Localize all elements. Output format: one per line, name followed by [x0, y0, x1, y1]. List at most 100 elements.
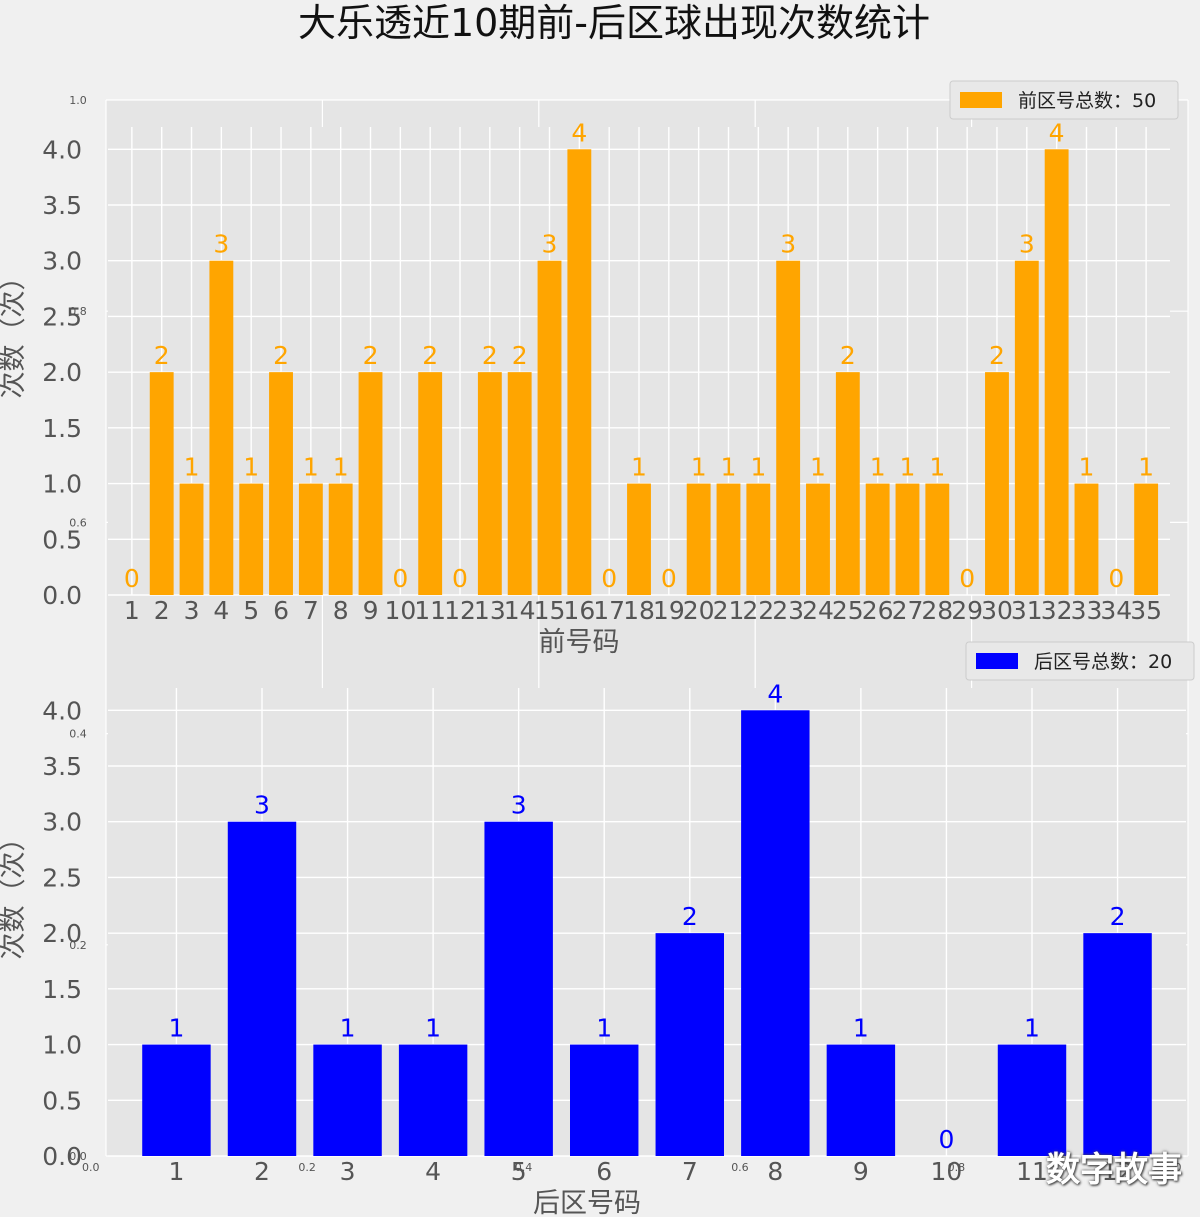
x-tick-label: 2 — [154, 596, 170, 625]
x-tick-label: 1 — [124, 596, 140, 625]
bar-value-label: 3 — [511, 791, 527, 820]
bar — [358, 372, 383, 595]
bar — [567, 149, 592, 596]
bar — [997, 1044, 1067, 1156]
x-tick-label: 6 — [596, 1157, 612, 1186]
bar — [1074, 483, 1099, 595]
bar-value-label: 1 — [596, 1014, 612, 1043]
x-tick-label: 2 — [254, 1157, 270, 1186]
x-tick-label: 22 — [742, 596, 774, 625]
bar-value-label: 1 — [810, 453, 826, 482]
bar-value-label: 0 — [661, 564, 677, 593]
bar — [537, 260, 562, 595]
y-tick-label: 0.5 — [42, 525, 82, 554]
x-tick-label: 31 — [1011, 596, 1043, 625]
bar — [1014, 260, 1039, 595]
bar-value-label: 4 — [571, 118, 587, 147]
background-x-tick-label: 0.8 — [948, 1161, 966, 1174]
bar-value-label: 0 — [124, 564, 140, 593]
x-tick-label: 18 — [623, 596, 655, 625]
bar-value-label: 2 — [989, 341, 1005, 370]
background-x-tick-label: 1.0 — [1164, 1161, 1182, 1174]
background-x-tick-label: 0.4 — [515, 1161, 533, 1174]
x-tick-label: 8 — [333, 596, 349, 625]
y-tick-label: 1.0 — [42, 470, 82, 499]
x-tick-label: 25 — [832, 596, 864, 625]
y-tick-label: 0.0 — [42, 581, 82, 610]
x-tick-label: 6 — [273, 596, 289, 625]
bar-value-label: 0 — [452, 564, 468, 593]
y-tick-label: 3.0 — [42, 247, 82, 276]
bar — [716, 483, 741, 595]
bar-value-label: 1 — [184, 453, 200, 482]
bar-value-label: 2 — [154, 341, 170, 370]
bar-value-label: 1 — [168, 1014, 184, 1043]
bar-value-label: 1 — [243, 453, 259, 482]
x-tick-label: 23 — [772, 596, 804, 625]
bar-value-label: 1 — [870, 453, 886, 482]
bar-value-label: 1 — [900, 453, 916, 482]
bar-value-label: 2 — [1110, 902, 1126, 931]
x-tick-label: 16 — [563, 596, 595, 625]
x-tick-label: 34 — [1100, 596, 1132, 625]
x-tick-label: 10 — [931, 1157, 963, 1186]
bar — [746, 483, 771, 595]
x-tick-label: 1 — [168, 1157, 184, 1186]
legend-label: 后区号总数：20 — [1034, 651, 1172, 673]
x-tick-label: 10 — [384, 596, 416, 625]
bar — [1134, 483, 1159, 595]
bar — [298, 483, 323, 595]
y-tick-label: 1.0 — [42, 1031, 82, 1060]
bar — [269, 372, 293, 595]
x-tick-label: 19 — [653, 596, 685, 625]
background-x-tick-label: 0.2 — [298, 1161, 316, 1174]
background-y-tick-label: 0.8 — [69, 305, 87, 318]
x-axis-label: 后区号码 — [533, 1188, 641, 1217]
bar — [239, 483, 264, 595]
x-tick-label: 12 — [1102, 1157, 1134, 1186]
x-tick-label: 35 — [1130, 596, 1162, 625]
legend-swatch — [976, 653, 1018, 669]
x-tick-label: 4 — [425, 1157, 441, 1186]
x-tick-label: 5 — [511, 1157, 527, 1186]
bar — [179, 483, 204, 595]
bar-value-label: 0 — [601, 564, 617, 593]
y-tick-label: 4.0 — [42, 696, 82, 725]
background-x-tick-label: 0.6 — [731, 1161, 749, 1174]
x-tick-label: 9 — [363, 596, 379, 625]
bar-value-label: 1 — [1079, 453, 1095, 482]
x-tick-label: 21 — [713, 596, 745, 625]
bar — [1044, 149, 1069, 596]
x-tick-label: 11 — [1016, 1157, 1048, 1186]
bar-value-label: 3 — [213, 230, 229, 259]
bar — [209, 260, 234, 595]
y-tick-label: 3.0 — [42, 808, 82, 837]
bar — [686, 483, 711, 595]
y-tick-label: 0.0 — [42, 1142, 82, 1171]
bar-value-label: 3 — [1019, 230, 1035, 259]
y-tick-label: 3.5 — [42, 752, 82, 781]
x-tick-label: 27 — [892, 596, 924, 625]
legend-swatch — [960, 92, 1002, 108]
y-tick-label: 1.5 — [42, 975, 82, 1004]
bar-value-label: 3 — [542, 230, 558, 259]
bar-value-label: 2 — [422, 341, 438, 370]
x-tick-label: 12 — [444, 596, 476, 625]
y-axis-label: 次数（次） — [0, 264, 29, 399]
bar-value-label: 1 — [333, 453, 349, 482]
x-tick-label: 7 — [303, 596, 319, 625]
x-tick-label: 32 — [1041, 596, 1073, 625]
bar-value-label: 1 — [340, 1014, 356, 1043]
bar-value-label: 3 — [780, 230, 796, 259]
legend-box — [965, 641, 1195, 681]
bar-value-label: 0 — [938, 1125, 954, 1154]
y-axis-label: 次数（次） — [0, 825, 29, 960]
bar-value-label: 1 — [303, 453, 319, 482]
x-tick-label: 30 — [981, 596, 1013, 625]
bar — [741, 710, 810, 1156]
bar — [985, 372, 1009, 595]
x-tick-label: 29 — [951, 596, 983, 625]
